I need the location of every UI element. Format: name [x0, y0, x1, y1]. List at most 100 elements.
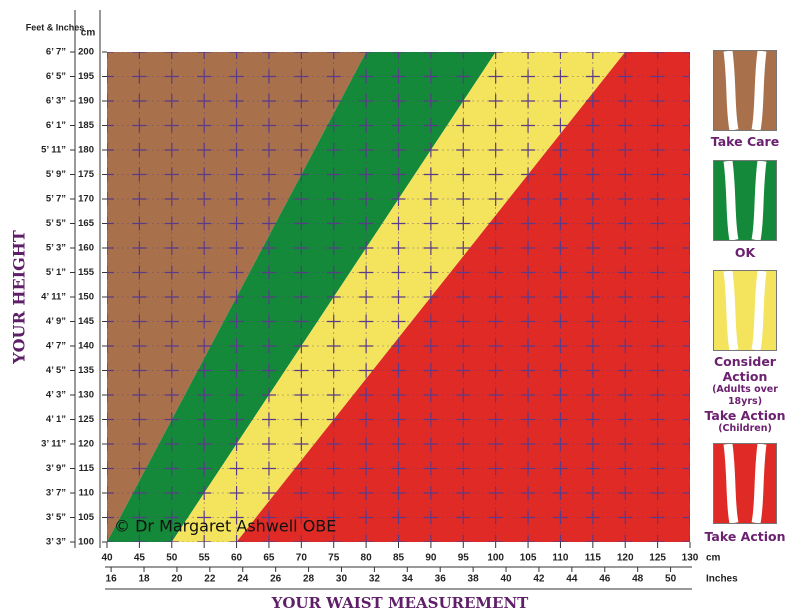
grid-cross [683, 388, 690, 402]
grid-cross [456, 167, 471, 182]
grid-cross [650, 290, 665, 304]
grid-cross [683, 290, 690, 304]
grid-cross [521, 118, 536, 133]
grid-cross [650, 486, 665, 500]
grid-cross [164, 94, 179, 108]
x2-tick-label: 34 [402, 574, 414, 585]
grid-cross [553, 486, 568, 500]
grid-cross [132, 216, 147, 231]
grid-cross [359, 314, 374, 329]
grid-cross [521, 461, 536, 476]
y-tick-label: 170 [78, 194, 94, 205]
grid-cross [488, 290, 503, 304]
grid-cross [132, 118, 147, 133]
grid-cross [229, 192, 244, 206]
y2-tick-label: 5’ 7” [46, 194, 66, 205]
y2-tick-label: 5’ 1” [46, 267, 66, 278]
grid-cross [229, 339, 244, 353]
grid-cross [359, 167, 374, 182]
x-tick-label: 105 [520, 553, 537, 564]
grid-cross [618, 52, 633, 59]
grid-cross [488, 167, 503, 182]
y2-tick-label: 4’ 3” [46, 390, 66, 401]
grid-cross [423, 339, 438, 353]
x2-tick-label: 28 [303, 574, 315, 585]
grid-cross [618, 216, 633, 231]
grid-cross [650, 437, 665, 451]
grid-cross [229, 118, 244, 133]
grid-cross [261, 388, 276, 402]
grid-cross [197, 437, 212, 451]
grid-cross [553, 118, 568, 133]
legend-swatch [713, 270, 777, 351]
grid-cross [391, 265, 406, 280]
grid-cross [261, 241, 276, 255]
grid-cross [261, 192, 276, 206]
grid-cross [261, 143, 276, 157]
grid-cross [294, 388, 309, 402]
grid-cross [197, 510, 212, 525]
grid-cross [456, 535, 471, 542]
grid-cross [164, 290, 179, 304]
y2-tick-label: 5’ 3” [46, 243, 66, 254]
grid-cross [521, 535, 536, 542]
legend-label: Consider Action (Adults over 18yrs) Take A… [697, 354, 793, 435]
grid-cross [585, 461, 600, 476]
grid-cross [650, 510, 665, 525]
grid-cross [683, 241, 690, 255]
y-tick-label: 175 [78, 169, 95, 180]
grid-cross [107, 167, 114, 182]
grid-cross [164, 363, 179, 378]
y2-tick-label: 6’ 5” [46, 71, 66, 82]
grid-cross [521, 314, 536, 329]
grid-cross [294, 216, 309, 231]
grid-cross [197, 265, 212, 280]
grid-cross [488, 339, 503, 353]
grid-cross [294, 241, 309, 255]
x2-tick-label: 22 [204, 574, 216, 585]
grid-cross [229, 510, 244, 525]
grid-cross [585, 486, 600, 500]
grid-cross [423, 314, 438, 329]
grid-cross [132, 339, 147, 353]
grid-cross [585, 143, 600, 157]
grid-cross [326, 388, 341, 402]
grid-cross [197, 143, 212, 157]
grid-cross [553, 437, 568, 451]
grid-cross [132, 412, 147, 427]
x-tick-label: 125 [649, 553, 666, 564]
grid-cross [618, 69, 633, 84]
grid-cross [683, 167, 690, 182]
y-tick-label: 150 [78, 292, 94, 303]
y-tick-label: 110 [79, 488, 94, 499]
grid-cross [359, 192, 374, 206]
grid-cross [683, 461, 690, 476]
grid-cross [585, 241, 600, 255]
grid-cross [359, 461, 374, 476]
grid-cross [683, 265, 690, 280]
grid-cross [107, 94, 114, 108]
grid-cross [294, 143, 309, 157]
y-tick-label: 190 [78, 96, 94, 107]
y-tick-label: 195 [78, 71, 95, 82]
y-tick-label: 160 [78, 243, 94, 254]
grid-cross [294, 314, 309, 329]
x-tick-label: 130 [682, 553, 699, 564]
grid-cross [650, 265, 665, 280]
grid-cross [229, 241, 244, 255]
grid-cross [326, 486, 341, 500]
grid-cross [107, 118, 114, 133]
grid-cross [107, 510, 114, 525]
grid-cross [107, 461, 114, 476]
grid-cross [650, 143, 665, 157]
grid-cross [294, 94, 309, 108]
grid-cross [164, 314, 179, 329]
grid-cross [261, 52, 276, 59]
legend-icon [723, 444, 767, 523]
grid-cross [423, 486, 438, 500]
grid-cross [391, 461, 406, 476]
x-unit-label: cm [706, 553, 721, 564]
grid-cross [456, 363, 471, 378]
grid-cross [650, 314, 665, 329]
grid-cross [650, 363, 665, 378]
